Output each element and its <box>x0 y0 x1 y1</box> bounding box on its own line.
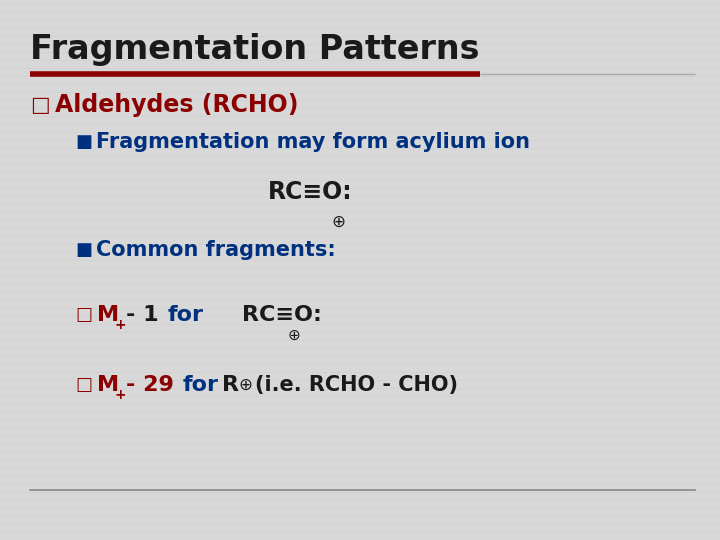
Text: Aldehydes (RCHO): Aldehydes (RCHO) <box>55 93 299 117</box>
Text: ⊕: ⊕ <box>331 213 345 231</box>
Text: ⊕: ⊕ <box>287 327 300 342</box>
Text: (i.e. RCHO - CHO): (i.e. RCHO - CHO) <box>255 375 458 395</box>
Text: - 29: - 29 <box>126 375 174 395</box>
Text: for: for <box>183 375 219 395</box>
Text: □: □ <box>75 376 92 394</box>
Text: RC≡O:: RC≡O: <box>242 305 322 325</box>
Text: - 1: - 1 <box>126 305 158 325</box>
Text: for: for <box>168 305 204 325</box>
Text: Fragmentation Patterns: Fragmentation Patterns <box>30 33 480 66</box>
Text: ■: ■ <box>75 241 92 259</box>
Text: □: □ <box>75 306 92 324</box>
Text: ■: ■ <box>75 133 92 151</box>
Text: +: + <box>115 318 127 332</box>
Text: M: M <box>97 375 119 395</box>
Text: +: + <box>115 388 127 402</box>
Text: R: R <box>222 375 239 395</box>
Text: Fragmentation may form acylium ion: Fragmentation may form acylium ion <box>96 132 530 152</box>
Text: Common fragments:: Common fragments: <box>96 240 336 260</box>
Text: ⊕: ⊕ <box>238 376 252 394</box>
Text: □: □ <box>30 95 50 115</box>
Text: RC≡O:: RC≡O: <box>268 180 352 204</box>
Text: M: M <box>97 305 119 325</box>
